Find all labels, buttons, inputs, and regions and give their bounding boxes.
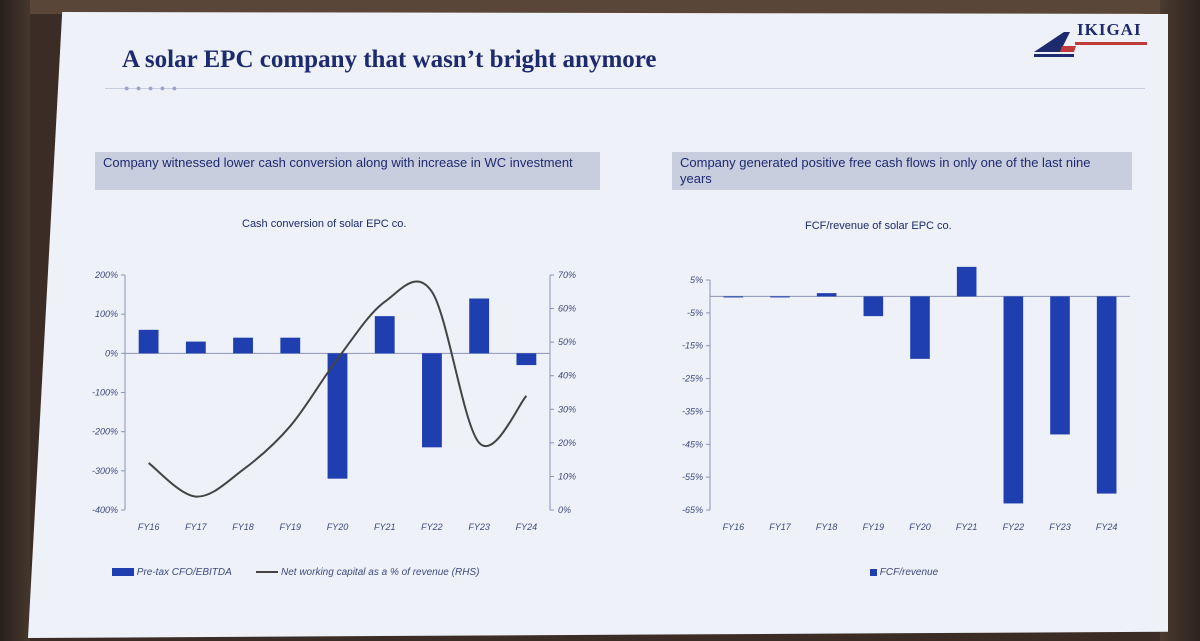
bar-fcf-revenue — [956, 266, 977, 297]
fcf-y-tick-label: -45% — [682, 439, 703, 449]
y2-tick-label: 10% — [558, 471, 576, 481]
room-background-top — [0, 0, 1200, 14]
title-bar — [105, 38, 1145, 89]
bar-fcf-revenue — [910, 296, 930, 359]
bar-cfo-ebitda — [280, 337, 301, 354]
fcf-x-tick-label: FY19 — [863, 522, 885, 532]
legend-fcf-swatch — [870, 568, 877, 576]
projected-slide — [28, 12, 1168, 638]
fcf-y-tick-label: -65% — [682, 505, 703, 515]
fcf-x-tick-label: FY17 — [769, 522, 792, 532]
fcf-x-tick-label: FY20 — [909, 522, 931, 532]
x-tick-label: FY21 — [374, 522, 396, 532]
x-tick-label: FY22 — [421, 522, 443, 532]
right-legend: FCF/revenue — [870, 567, 938, 578]
left-legend: Pre-tax CFO/EBITDA Net working capital a… — [112, 567, 479, 578]
bar-cfo-ebitda — [469, 298, 490, 354]
slide-title: A solar EPC company that wasn’t bright a… — [122, 46, 657, 73]
legend-bar-label: Pre-tax CFO/EBITDA — [136, 567, 232, 578]
x-tick-label: FY18 — [232, 522, 254, 532]
bar-cfo-ebitda — [185, 341, 206, 354]
y-tick-label: -100% — [92, 388, 118, 398]
y2-tick-label: 30% — [558, 404, 576, 414]
fcf-y-tick-label: -15% — [682, 341, 703, 351]
bar-cfo-ebitda — [327, 353, 348, 479]
legend-line-swatch — [256, 571, 279, 574]
y-tick-label: 100% — [95, 309, 118, 319]
fcf-y-tick-label: -5% — [687, 308, 703, 318]
x-tick-label: FY16 — [138, 522, 160, 532]
fcf-x-tick-label: FY23 — [1049, 522, 1071, 532]
logo-text: IKIGAI — [1077, 20, 1142, 39]
left-banner: Company witnessed lower cash conversion … — [95, 152, 600, 190]
x-tick-label: FY24 — [516, 522, 538, 532]
y2-tick-label: 60% — [558, 304, 576, 314]
y-tick-label: 200% — [94, 270, 118, 280]
bar-cfo-ebitda — [374, 316, 395, 354]
bar-fcf-revenue — [1096, 296, 1117, 494]
x-tick-label: FY17 — [185, 522, 208, 532]
line-nwc-revenue — [147, 280, 528, 498]
fcf-y-tick-label: 5% — [690, 275, 703, 285]
bar-cfo-ebitda — [422, 353, 442, 448]
y2-tick-label: 70% — [558, 270, 576, 280]
legend-line-label: Net working capital as a % of revenue (R… — [281, 567, 480, 578]
bar-cfo-ebitda — [233, 337, 253, 354]
legend-fcf-label: FCF/revenue — [879, 567, 939, 578]
bar-fcf-revenue — [1050, 296, 1070, 435]
fcf-x-tick-label: FY18 — [816, 522, 838, 532]
cash-conversion-chart: 200% 100% 0% -100% -200% -300% -400% 70% 60% 50% 4… — [92, 270, 576, 532]
left-chart-title: Cash conversion of solar EPC co. — [242, 218, 407, 230]
logo-underline — [1075, 42, 1147, 45]
bar-fcf-revenue — [863, 296, 884, 317]
fcf-y-tick-label: -35% — [682, 406, 703, 416]
x-tick-label: FY23 — [468, 522, 490, 532]
y2-tick-label: 0% — [558, 505, 571, 515]
fcf-x-tick-label: FY22 — [1003, 522, 1025, 532]
bar-fcf-revenue — [723, 296, 744, 298]
fcf-revenue-chart: 5% -5% -15% -25% -35% -45% -55% -65% FY16 FY17 FY1… — [682, 266, 1130, 532]
x-tick-label: FY19 — [280, 522, 302, 532]
bar-fcf-revenue — [1003, 296, 1024, 504]
right-banner: Company generated positive free cash flo… — [672, 152, 1132, 190]
bar-fcf-revenue — [770, 296, 790, 298]
fcf-y-tick-label: -55% — [682, 472, 703, 482]
bar-fcf-revenue — [816, 293, 837, 297]
fcf-x-tick-label: FY16 — [723, 522, 745, 532]
bar-cfo-ebitda — [516, 353, 537, 366]
y-tick-label: -200% — [92, 427, 118, 437]
legend-bar-swatch — [112, 568, 134, 577]
bar-cfo-ebitda — [138, 329, 159, 354]
fcf-x-tick-label: FY21 — [956, 522, 978, 532]
y-tick-label: 0% — [105, 348, 118, 358]
fcf-x-tick-label: FY24 — [1096, 522, 1118, 532]
right-chart-title: FCF/revenue of solar EPC co. — [805, 220, 952, 232]
y-tick-label: -400% — [92, 505, 118, 515]
ikigai-logo — [1034, 32, 1076, 57]
title-dots: ● ● ● ● ● — [124, 83, 180, 93]
x-tick-label: FY20 — [327, 522, 349, 532]
y2-tick-label: 20% — [557, 438, 576, 448]
y2-tick-label: 50% — [558, 337, 576, 347]
y-tick-label: -300% — [92, 466, 118, 476]
fcf-y-tick-label: -25% — [682, 374, 703, 384]
room-background-left — [0, 0, 30, 641]
y2-tick-label: 40% — [558, 371, 576, 381]
